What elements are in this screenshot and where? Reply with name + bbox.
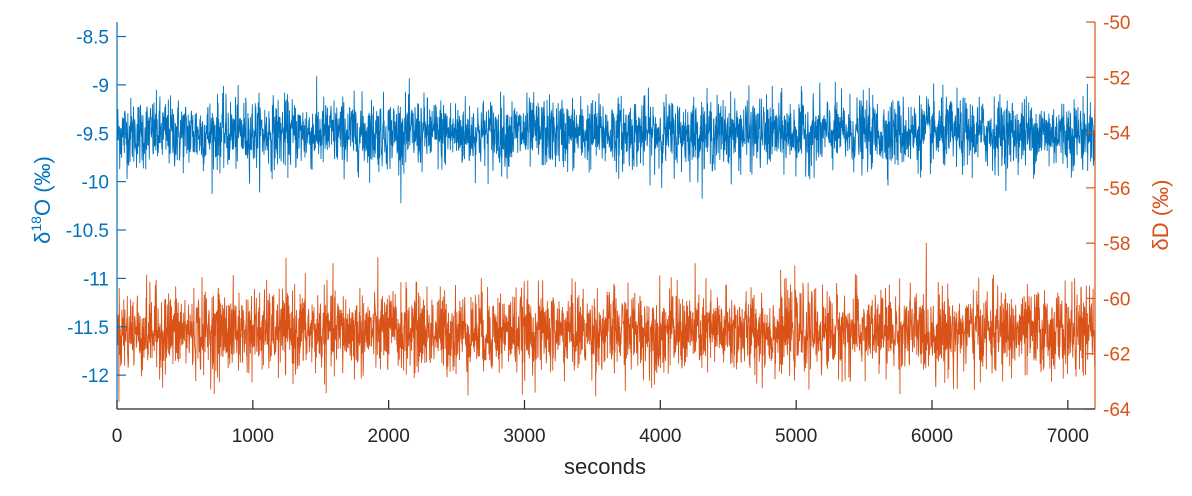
left-y-axis-label: δ18O (‰) <box>28 156 55 244</box>
left-tick-label: -11.5 <box>67 318 109 339</box>
x-tick-label: 6000 <box>911 426 953 447</box>
series-line-d18o <box>116 76 1096 204</box>
right-tick-label: -50 <box>1103 13 1130 34</box>
left-tick-label: -10.5 <box>66 221 109 242</box>
x-tick-label: 3000 <box>503 426 545 447</box>
right-tick-label: -60 <box>1103 289 1130 310</box>
left-y-axis: -8.5 -9 -9.5 -10 -10.5 -11 -11.5 -12 <box>66 22 126 409</box>
right-y-axis-label: δD (‰) <box>1148 180 1173 251</box>
left-tick-label: -10 <box>82 173 109 194</box>
left-y-axis-label-rest: O (‰) <box>30 156 55 216</box>
x-tick-label: 1000 <box>232 426 274 447</box>
right-tick-label: -58 <box>1103 234 1130 255</box>
plot-area <box>116 76 1096 402</box>
left-y-axis-label-delta: δ <box>30 232 55 244</box>
x-axis-label: seconds <box>564 454 646 479</box>
left-tick-label: -9 <box>92 76 109 97</box>
right-tick-label: -54 <box>1103 124 1131 145</box>
series-line-dd <box>116 242 1096 402</box>
x-tick-label: 5000 <box>775 426 817 447</box>
right-y-axis: -50 -52 -54 -56 -58 -60 -62 -64 <box>1086 13 1131 421</box>
right-tick-label: -64 <box>1103 400 1131 421</box>
x-axis: 0 1000 2000 3000 4000 5000 6000 7000 <box>112 400 1095 447</box>
left-tick-label: -11 <box>83 269 109 290</box>
left-y-axis-label-superscript: 18 <box>28 216 44 232</box>
left-tick-label: -8.5 <box>76 28 109 49</box>
left-tick-label: -12 <box>82 366 109 387</box>
left-tick-label: -9.5 <box>76 124 109 145</box>
right-tick-label: -52 <box>1103 68 1130 89</box>
right-tick-label: -56 <box>1103 179 1130 200</box>
x-tick-label: 7000 <box>1047 426 1089 447</box>
x-tick-label: 2000 <box>368 426 410 447</box>
x-tick-label: 4000 <box>639 426 681 447</box>
x-tick-label: 0 <box>112 426 123 447</box>
right-tick-label: -62 <box>1103 345 1130 366</box>
